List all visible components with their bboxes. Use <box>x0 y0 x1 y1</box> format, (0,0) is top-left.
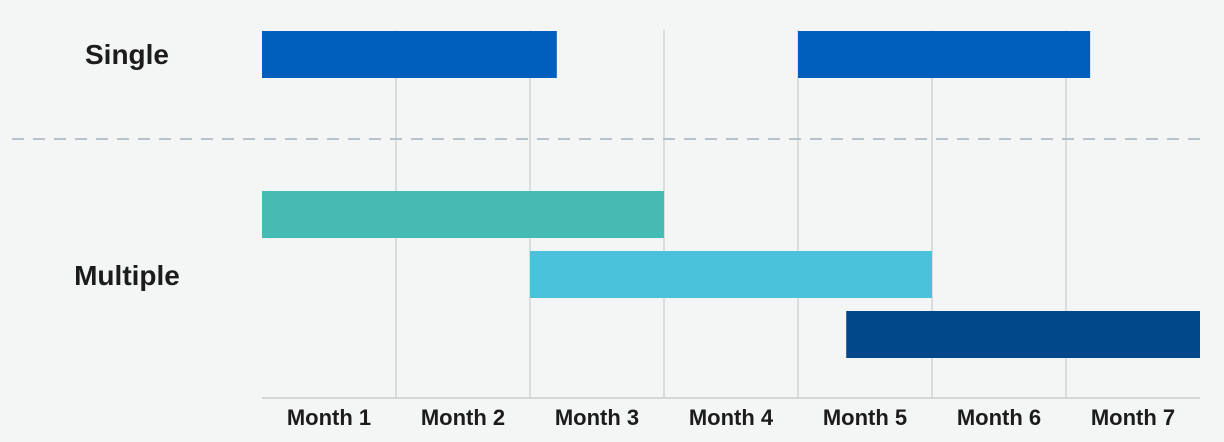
group-label-single: Single <box>85 39 169 70</box>
bar-multiple-1 <box>262 191 664 238</box>
bar-multiple-3 <box>846 311 1200 358</box>
x-tick-label: Month 1 <box>287 405 371 430</box>
bar-single-1 <box>262 31 557 78</box>
bar-multiple-2 <box>530 251 932 298</box>
x-tick-labels: Month 1 Month 2 Month 3 Month 4 Month 5 Month… <box>287 405 1175 430</box>
x-tick-label: Month 7 <box>1091 405 1175 430</box>
x-tick-label: Month 3 <box>555 405 639 430</box>
x-tick-label: Month 4 <box>689 405 774 430</box>
x-tick-label: Month 2 <box>421 405 505 430</box>
bar-single-2 <box>798 31 1091 78</box>
x-tick-label: Month 6 <box>957 405 1041 430</box>
group-label-multiple: Multiple <box>74 260 180 291</box>
x-tick-label: Month 5 <box>823 405 907 430</box>
bars <box>262 31 1200 358</box>
